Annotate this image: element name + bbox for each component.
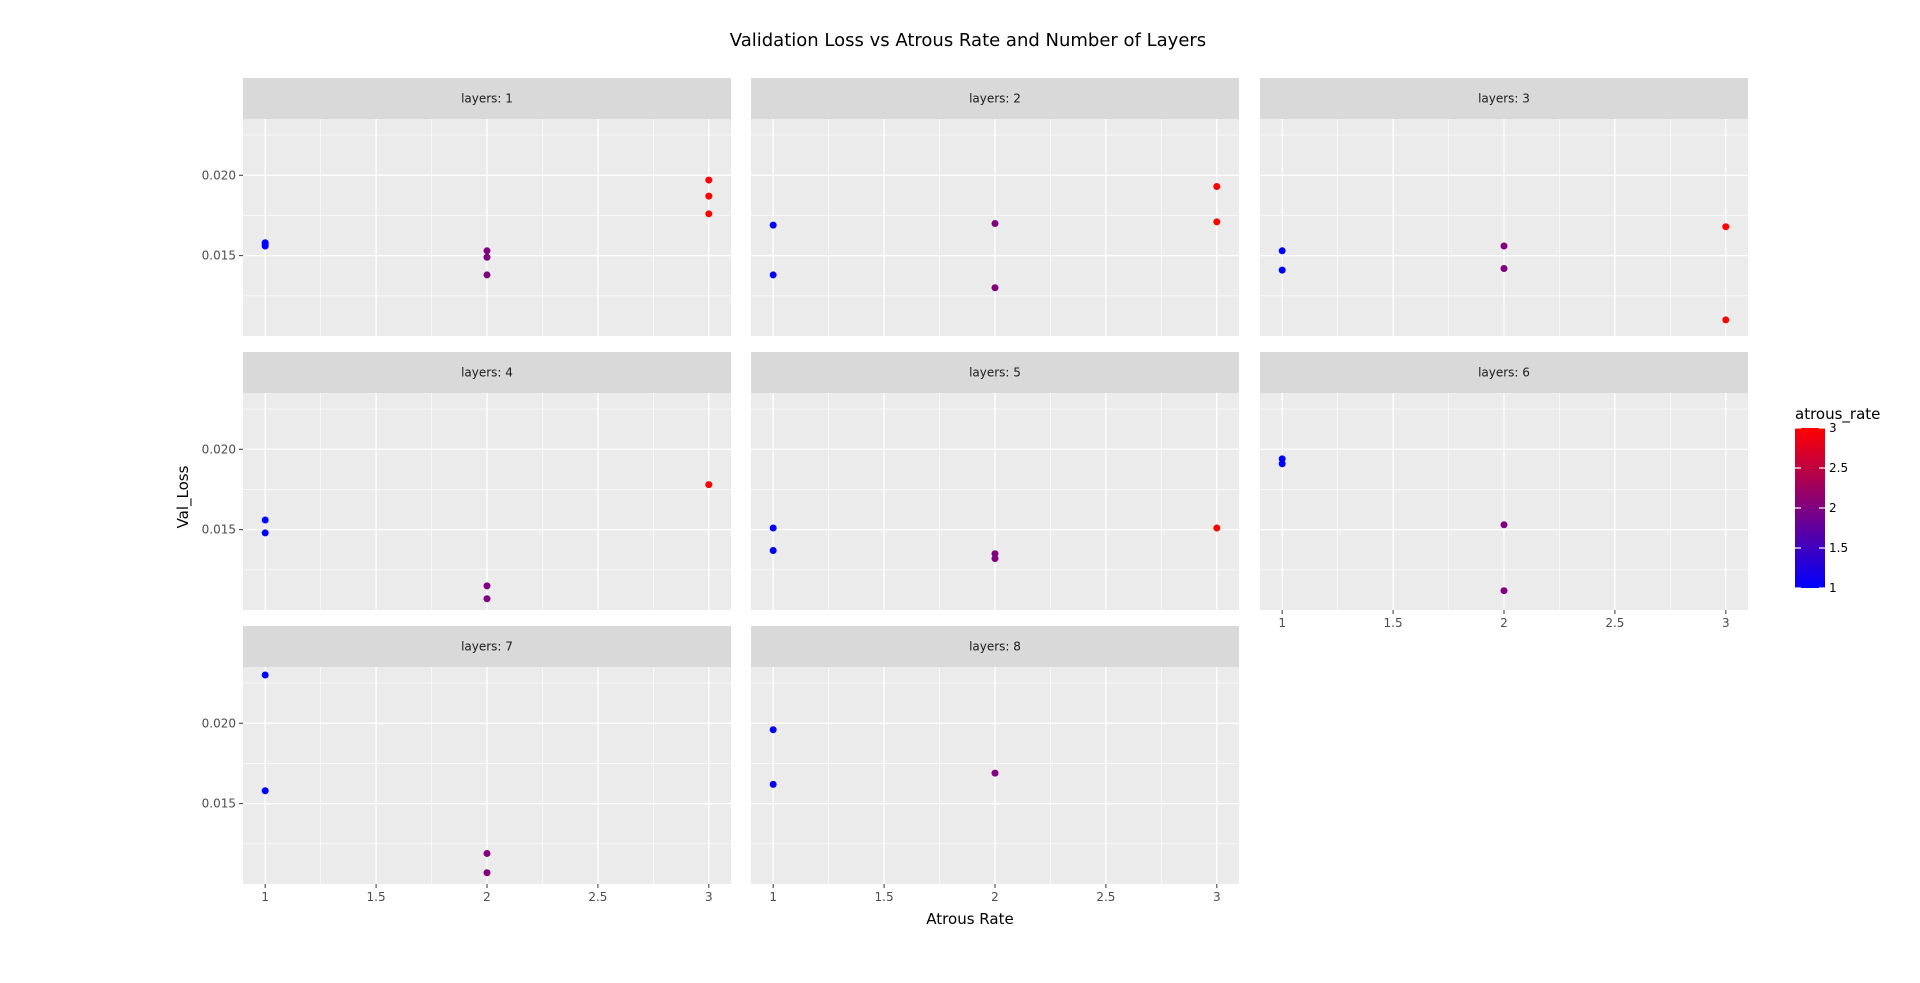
data-point — [769, 524, 777, 532]
legend-title: atrous_rate — [1795, 405, 1880, 424]
data-point — [483, 595, 491, 603]
data-point — [1278, 460, 1286, 468]
data-point — [483, 253, 491, 261]
colorbar-tick-label: 1.5 — [1829, 541, 1848, 555]
data-point — [483, 849, 491, 857]
facet-label: layers: 7 — [461, 640, 513, 654]
y-tick-label: 0.020 — [202, 442, 236, 456]
data-point — [483, 271, 491, 279]
data-point — [769, 726, 777, 734]
x-tick-label: 1.5 — [1384, 616, 1403, 630]
facet-strip — [751, 626, 1239, 667]
facet-strip — [1260, 352, 1748, 393]
data-point — [1278, 247, 1286, 255]
data-point — [769, 271, 777, 279]
data-point — [769, 221, 777, 229]
data-point — [769, 780, 777, 788]
data-point — [991, 769, 999, 777]
colorbar-ticks: 1 1.5 2 2.5 3 — [1795, 421, 1848, 595]
x-tick-label: 3 — [1722, 616, 1730, 630]
data-point — [991, 219, 999, 227]
x-tick-label: 1 — [261, 890, 269, 904]
data-point — [261, 516, 269, 524]
facet-label: layers: 1 — [461, 92, 513, 106]
data-point — [705, 192, 713, 200]
data-point — [1500, 587, 1508, 595]
x-tick-label: 3 — [1213, 890, 1221, 904]
x-tick-label: 2.5 — [1605, 616, 1624, 630]
colorbar-tick-label: 3 — [1829, 421, 1837, 435]
x-tick-label: 1 — [1278, 616, 1286, 630]
facet-label: layers: 2 — [969, 92, 1021, 106]
data-point — [483, 582, 491, 590]
y-tick-label: 0.015 — [202, 523, 236, 537]
facet-label: layers: 3 — [1478, 92, 1530, 106]
y-tick-label: 0.015 — [202, 249, 236, 263]
x-tick-label: 2 — [991, 890, 999, 904]
x-tick-label: 2.5 — [588, 890, 607, 904]
facet-label: layers: 6 — [1478, 366, 1530, 380]
facet-label: layers: 8 — [969, 640, 1021, 654]
x-tick-label: 1.5 — [367, 890, 386, 904]
data-point — [1213, 524, 1221, 532]
colorbar-tick-label: 2.5 — [1829, 461, 1848, 475]
data-point — [1500, 521, 1508, 529]
facet-strip — [751, 78, 1239, 119]
data-point — [483, 869, 491, 877]
x-tick-label: 2 — [1500, 616, 1508, 630]
data-point — [261, 787, 269, 795]
x-tick-label: 1 — [769, 890, 777, 904]
data-point — [261, 242, 269, 250]
facet-label: layers: 5 — [969, 366, 1021, 380]
x-tick-label: 1.5 — [875, 890, 894, 904]
data-point — [1722, 316, 1730, 324]
x-tick-label: 2 — [483, 890, 491, 904]
data-point — [1500, 242, 1508, 250]
chart-title: Validation Loss vs Atrous Rate and Numbe… — [730, 30, 1206, 51]
data-point — [1213, 218, 1221, 226]
data-point — [705, 176, 713, 184]
data-point — [705, 481, 713, 489]
data-point — [1722, 223, 1730, 231]
data-point — [261, 671, 269, 679]
colorbar-tick-label: 1 — [1829, 581, 1837, 595]
data-point — [261, 529, 269, 537]
y-tick-label: 0.020 — [202, 716, 236, 730]
data-point — [705, 210, 713, 218]
x-tick-label: 3 — [705, 890, 713, 904]
data-point — [769, 547, 777, 555]
facet-strip — [243, 78, 731, 119]
data-point — [483, 247, 491, 255]
facet-strip — [243, 352, 731, 393]
data-point — [991, 555, 999, 563]
facet-strip — [751, 352, 1239, 393]
data-point — [991, 284, 999, 292]
colorbar-tick-label: 2 — [1829, 501, 1837, 515]
y-axis-label: Val_Loss — [174, 465, 193, 528]
y-tick-label: 0.020 — [202, 168, 236, 182]
colorbar-legend: atrous_rate 1 1.5 2 2.5 3 — [1795, 405, 1880, 595]
data-point — [1213, 183, 1221, 191]
facet-strip — [243, 626, 731, 667]
data-point — [991, 550, 999, 558]
x-tick-label: 2.5 — [1096, 890, 1115, 904]
facet-label: layers: 4 — [461, 366, 513, 380]
y-tick-label: 0.015 — [202, 797, 236, 811]
data-point — [1278, 455, 1286, 463]
x-axis-label: Atrous Rate — [926, 910, 1013, 928]
data-point — [1278, 266, 1286, 274]
facet-grid: layers: 1 0.015 0.020 layers: 2 layers: 3 lay… — [202, 78, 1748, 904]
facet-strip — [1260, 78, 1748, 119]
data-point — [1500, 264, 1508, 272]
